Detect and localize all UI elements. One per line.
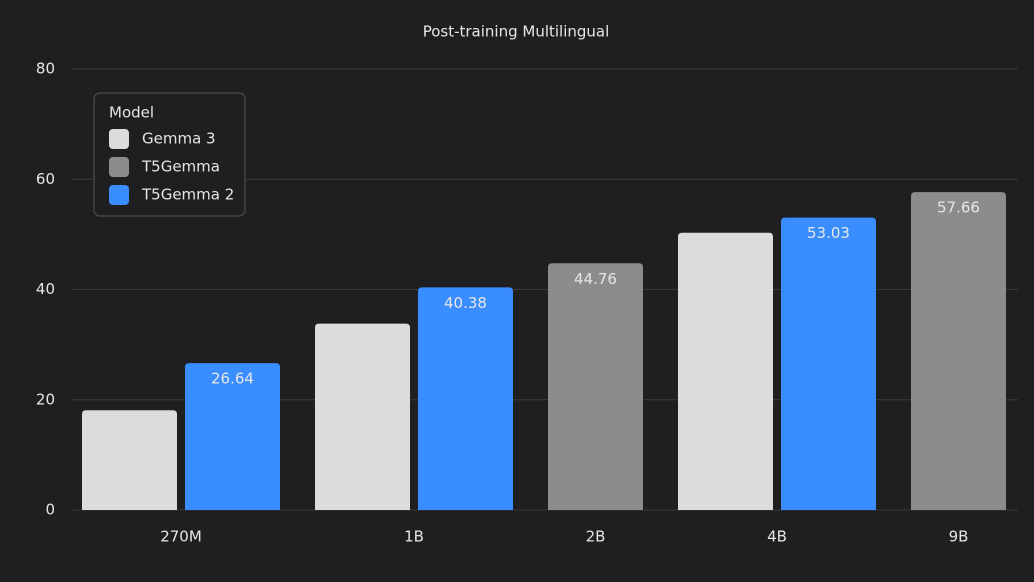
x-tick-label: 2B [586, 528, 606, 546]
data-label: 40.38 [444, 294, 487, 312]
legend-swatch [109, 185, 129, 205]
x-tick-label: 1B [404, 528, 424, 546]
data-label: 26.64 [211, 370, 254, 388]
chart-title: Post-training Multilingual [423, 23, 610, 41]
y-tick-label: 40 [36, 280, 55, 298]
legend-swatch [109, 157, 129, 177]
bar [418, 287, 513, 510]
bar [911, 192, 1006, 511]
legend-title: Model [109, 104, 154, 122]
legend-swatch [109, 129, 129, 149]
bar [315, 323, 410, 510]
y-tick-label: 0 [45, 501, 55, 519]
legend-label: T5Gemma 2 [141, 186, 234, 204]
data-label: 44.76 [574, 270, 617, 288]
legend-label: T5Gemma [141, 158, 220, 176]
y-tick-label: 80 [36, 60, 55, 78]
legend-box [93, 92, 246, 217]
y-tick-label: 60 [36, 170, 55, 188]
bar [781, 217, 876, 510]
bar [548, 263, 643, 510]
legend-label: Gemma 3 [142, 130, 216, 148]
bar [185, 363, 280, 510]
x-tick-label: 9B [949, 528, 969, 546]
x-tick-label: 4B [767, 528, 787, 546]
bar [678, 232, 773, 510]
bar [82, 410, 177, 510]
x-tick-label: 270M [160, 528, 202, 546]
data-label: 53.03 [807, 224, 850, 242]
data-label: 57.66 [937, 199, 980, 217]
y-tick-label: 20 [36, 390, 55, 408]
